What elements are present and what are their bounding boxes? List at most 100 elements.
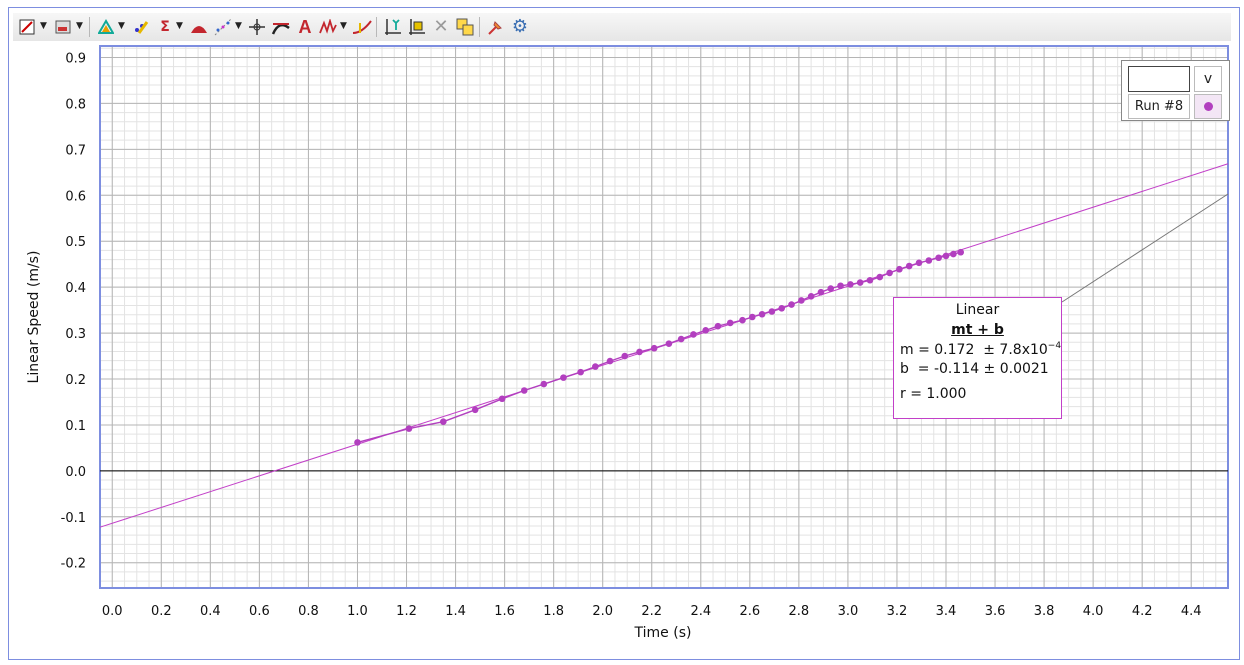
- data-point[interactable]: [560, 374, 567, 381]
- data-point[interactable]: [905, 262, 913, 270]
- x-tick-label: 0.2: [151, 604, 172, 619]
- data-point[interactable]: [748, 313, 756, 321]
- data-table-icon[interactable]: [53, 16, 73, 38]
- x-tick-label: 1.6: [494, 604, 515, 619]
- x-tick-label: 3.2: [887, 604, 908, 619]
- chevron-down-icon[interactable]: ▼: [176, 21, 183, 31]
- y-tick-label: 0.1: [65, 419, 86, 434]
- data-point[interactable]: [876, 273, 884, 281]
- data-point[interactable]: [768, 308, 776, 315]
- data-point[interactable]: [354, 439, 361, 446]
- data-point[interactable]: [606, 357, 614, 365]
- run-8-data-points[interactable]: [354, 248, 965, 446]
- chevron-down-icon[interactable]: ▼: [40, 21, 47, 31]
- y-tick-label: 0.3: [65, 327, 86, 342]
- tangent-icon[interactable]: [271, 16, 291, 38]
- data-point[interactable]: [650, 344, 658, 352]
- data-point[interactable]: [621, 352, 629, 360]
- x-tick-label: 1.8: [543, 604, 564, 619]
- legend-column-label: v: [1194, 66, 1222, 92]
- examine-icon[interactable]: [131, 16, 151, 38]
- data-point[interactable]: [592, 363, 599, 370]
- autoscale-icon[interactable]: [383, 16, 403, 38]
- data-point[interactable]: [540, 380, 548, 388]
- data-point[interactable]: [957, 248, 965, 256]
- duplicate-icon[interactable]: [455, 16, 475, 38]
- chevron-down-icon[interactable]: ▼: [118, 21, 125, 31]
- fit-slope-exponent: −4: [1047, 341, 1062, 351]
- x-tick-label: 1.2: [396, 604, 417, 619]
- curve-fit-box[interactable]: Linear mt + b m = 0.172 ± 7.8x10−4 b = -…: [893, 297, 1062, 419]
- y-axis-ticks: -0.2 -0.1 0.0 0.1 0.2 0.3 0.4 0.5 0.6 0.7 0.8 0.9: [61, 51, 86, 571]
- data-point[interactable]: [856, 279, 864, 286]
- legend-series-swatch[interactable]: [1194, 94, 1222, 119]
- data-point[interactable]: [847, 281, 854, 288]
- pin-icon[interactable]: [486, 16, 506, 38]
- data-point[interactable]: [788, 301, 795, 308]
- crosshair-icon[interactable]: [247, 16, 267, 38]
- data-point[interactable]: [827, 285, 835, 292]
- toolbar-divider: [479, 17, 480, 37]
- data-point[interactable]: [520, 387, 528, 394]
- fit-correlation: r = 1.000: [900, 386, 967, 402]
- chevron-down-icon[interactable]: ▼: [76, 21, 83, 31]
- y-tick-label: 0.4: [65, 281, 86, 296]
- data-point[interactable]: [665, 340, 673, 347]
- x-tick-label: 0.6: [249, 604, 270, 619]
- data-point[interactable]: [702, 327, 709, 334]
- data-point[interactable]: [690, 331, 697, 338]
- settings-icon[interactable]: ⚙: [511, 16, 529, 37]
- data-point[interactable]: [798, 297, 805, 304]
- data-point[interactable]: [714, 322, 722, 330]
- data-point[interactable]: [925, 257, 933, 264]
- x-tick-label: 3.4: [936, 604, 957, 619]
- y-tick-label: 0.9: [65, 51, 86, 66]
- statistics-icon[interactable]: Σ: [160, 19, 170, 35]
- data-point[interactable]: [440, 418, 447, 426]
- legend-header-blank: [1128, 66, 1190, 92]
- toolbar-divider: [376, 17, 377, 37]
- series-marker-icon: [1203, 102, 1213, 111]
- legend: v Run #8: [1121, 60, 1230, 121]
- data-point[interactable]: [817, 288, 825, 296]
- data-point[interactable]: [837, 282, 844, 290]
- data-point[interactable]: [471, 406, 479, 414]
- y-axis-label: Linear Speed (m/s): [26, 251, 42, 384]
- delete-icon[interactable]: ✕: [433, 16, 449, 37]
- data-point[interactable]: [915, 259, 923, 267]
- data-point[interactable]: [896, 265, 903, 273]
- model-icon[interactable]: [319, 16, 339, 38]
- data-point[interactable]: [726, 319, 734, 327]
- data-point[interactable]: [807, 293, 815, 300]
- data-point[interactable]: [677, 335, 685, 343]
- zoom-icon[interactable]: [407, 16, 427, 38]
- data-point[interactable]: [866, 276, 874, 284]
- x-tick-label: 3.0: [838, 604, 859, 619]
- toolbar: ▼ ▼ ▼ Σ ▼ ▼ A ▼ ✕ ⚙: [13, 13, 1231, 41]
- data-point[interactable]: [758, 310, 766, 318]
- data-point[interactable]: [950, 250, 957, 258]
- data-point[interactable]: [778, 304, 786, 312]
- x-tick-label: 2.2: [641, 604, 662, 619]
- chevron-down-icon[interactable]: ▼: [235, 21, 242, 31]
- data-point[interactable]: [935, 254, 942, 262]
- analyze-icon[interactable]: [96, 16, 116, 38]
- x-tick-label: 4.2: [1132, 604, 1153, 619]
- data-point[interactable]: [636, 348, 643, 356]
- data-point[interactable]: [405, 425, 413, 432]
- annotation-icon[interactable]: A: [298, 17, 312, 37]
- data-point[interactable]: [942, 252, 950, 260]
- integral-icon[interactable]: [189, 16, 209, 38]
- curve-fit-icon[interactable]: [213, 16, 233, 38]
- data-point[interactable]: [498, 395, 506, 403]
- legend-run-label[interactable]: Run #8: [1128, 94, 1190, 119]
- data-point[interactable]: [577, 368, 584, 376]
- y-tick-label: 0.0: [65, 465, 86, 480]
- graph-options-icon[interactable]: [17, 16, 37, 38]
- x-tick-label: 3.6: [985, 604, 1006, 619]
- data-point[interactable]: [886, 269, 893, 277]
- chevron-down-icon[interactable]: ▼: [340, 21, 347, 31]
- interpolate-icon[interactable]: [352, 16, 372, 38]
- data-point[interactable]: [739, 316, 746, 324]
- x-tick-label: 0.0: [102, 604, 123, 619]
